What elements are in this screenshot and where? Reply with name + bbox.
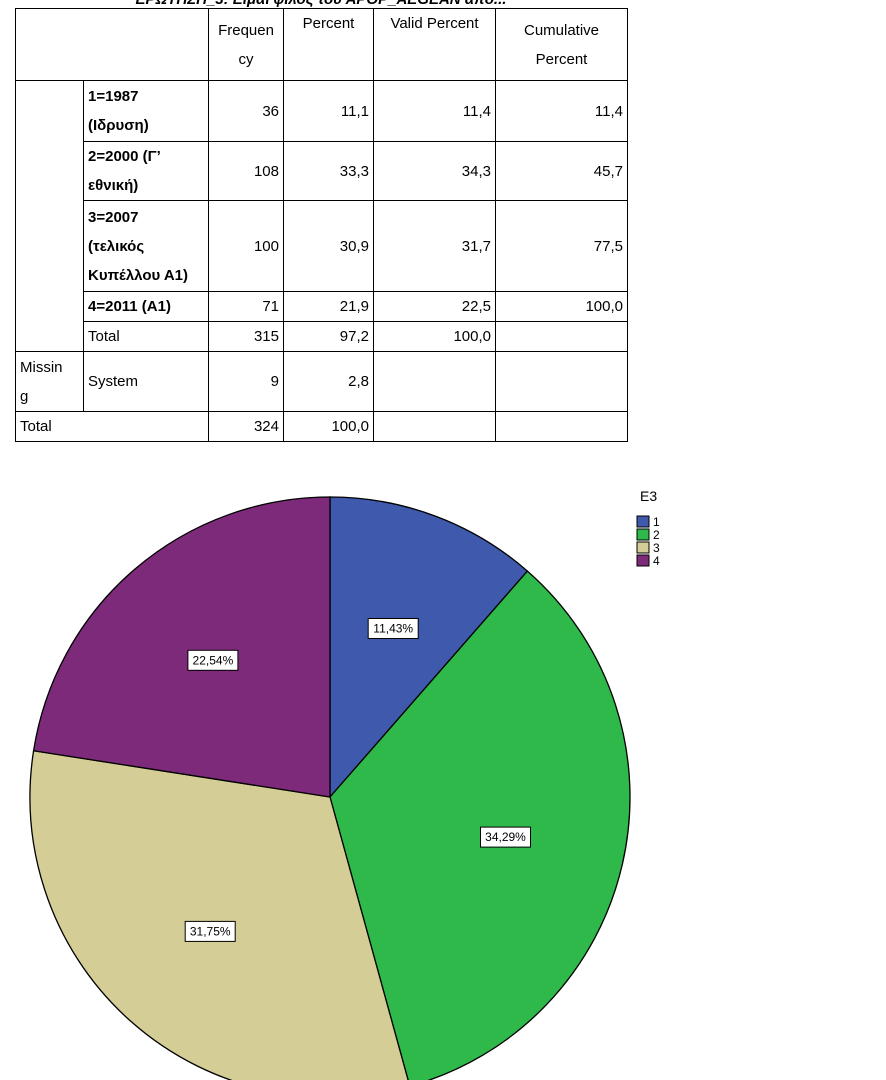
- svg-text:1: 1: [653, 515, 660, 529]
- cell-percent: 100,0: [283, 411, 374, 442]
- header-corner-cell: [15, 8, 209, 81]
- cell-valid-percent: 34,3: [373, 141, 496, 201]
- table-row: 3=2007 (τελικός Κυπέλλου Α1) 100 30,9 31,7…: [16, 200, 628, 292]
- cell-percent: 21,9: [283, 291, 374, 322]
- cell-percent: 2,8: [283, 351, 374, 412]
- row-label: 3=2007 (τελικός Κυπέλλου Α1): [83, 200, 209, 292]
- cell-frequency: 108: [208, 141, 284, 201]
- svg-text:31,75%: 31,75%: [190, 924, 231, 938]
- table-row: 4=2011 (A1) 71 21,9 22,5 100,0: [16, 291, 628, 322]
- svg-text:34,29%: 34,29%: [485, 830, 526, 844]
- row-label: Total: [83, 321, 209, 352]
- pie-slice-labels: 11,43% 34,29% 31,75% 22,54%: [184, 618, 531, 942]
- header-row: Frequen cy Percent Valid Percent Cumulati…: [15, 8, 628, 81]
- cell-empty: [373, 411, 496, 442]
- pie-slice-1: [329, 496, 529, 799]
- table-title-clip: ΕΡΩΤΗΣΗ_3: Είμαι φίλος του ΑΡΟΡ_AEGEAN α…: [15, 0, 627, 9]
- cell-frequency: 100: [208, 200, 284, 292]
- cell-percent: 97,2: [283, 321, 374, 352]
- cell-frequency: 324: [208, 411, 284, 442]
- table-row: 1=1987 (Ιδρυση) 36 11,1 11,4 11,4: [15, 80, 628, 352]
- frequency-table: Frequen cy Percent Valid Percent Cumulati…: [15, 8, 628, 442]
- svg-text:2: 2: [653, 528, 660, 542]
- row-label: 2=2000 (Γ’ εθνική): [83, 141, 209, 201]
- cell-cumulative-percent: 45,7: [495, 141, 628, 201]
- cell-empty: [373, 351, 496, 412]
- slice-label-1: 11,43%: [367, 618, 419, 639]
- header-percent: Percent: [283, 8, 374, 81]
- row-label: Total: [15, 411, 209, 442]
- pie-slice-4: [32, 496, 331, 798]
- cell-valid-percent: 22,5: [373, 291, 496, 322]
- cell-cumulative-percent: [495, 321, 628, 352]
- valid-total-row: Total 315 97,2 100,0: [16, 321, 628, 352]
- cell-valid-percent: 11,4: [373, 80, 496, 142]
- legend-item-2: 2: [636, 528, 660, 542]
- valid-group-cell: [15, 80, 84, 352]
- legend-item-4: 4: [636, 554, 660, 568]
- table-row: 2=2000 (Γ’ εθνική) 108 33,3 34,3 45,7: [16, 141, 628, 201]
- cell-cumulative-percent: 77,5: [495, 200, 628, 292]
- cell-empty: [495, 411, 628, 442]
- cell-frequency: 36: [208, 80, 284, 142]
- missing-row: Missin g System 9 2,8: [15, 351, 628, 412]
- legend-title: E3: [640, 488, 657, 504]
- cell-cumulative-percent: 11,4: [495, 80, 628, 142]
- svg-text:22,54%: 22,54%: [193, 653, 234, 667]
- slice-label-2: 34,29%: [480, 826, 531, 848]
- cell-frequency: 71: [208, 291, 284, 322]
- total-row: Total 324 100,0: [15, 411, 628, 442]
- cell-percent: 30,9: [283, 200, 374, 292]
- cell-valid-percent: 100,0: [373, 321, 496, 352]
- pie-slices: [29, 496, 631, 1080]
- cell-percent: 11,1: [283, 80, 374, 142]
- legend-item-1: 1: [636, 515, 660, 529]
- pie-slice-2: [329, 570, 631, 1080]
- row-label: 4=2011 (A1): [83, 291, 209, 322]
- header-cumulative-percent: Cumulative Percent: [495, 8, 628, 81]
- row-label: System: [83, 351, 209, 412]
- slice-label-4: 22,54%: [187, 649, 239, 671]
- cell-empty: [495, 351, 628, 412]
- cell-frequency: 9: [208, 351, 284, 412]
- pie-slice-3: [29, 750, 409, 1080]
- header-valid-percent: Valid Percent: [373, 8, 496, 81]
- header-frequency: Frequen cy: [208, 8, 284, 81]
- cell-frequency: 315: [208, 321, 284, 352]
- svg-text:11,43%: 11,43%: [373, 622, 413, 636]
- table-title: ΕΡΩΤΗΣΗ_3: Είμαι φίλος του ΑΡΟΡ_AEGEAN α…: [15, 0, 627, 8]
- cell-cumulative-percent: 100,0: [495, 291, 628, 322]
- missing-group-cell: Missin g: [15, 351, 84, 412]
- cell-percent: 33,3: [283, 141, 374, 201]
- svg-text:3: 3: [653, 541, 660, 555]
- svg-text:4: 4: [653, 554, 660, 568]
- row-label: 1=1987 (Ιδρυση): [83, 80, 209, 142]
- slice-label-3: 31,75%: [184, 920, 236, 942]
- cell-valid-percent: 31,7: [373, 200, 496, 292]
- legend-item-3: 3: [636, 541, 660, 555]
